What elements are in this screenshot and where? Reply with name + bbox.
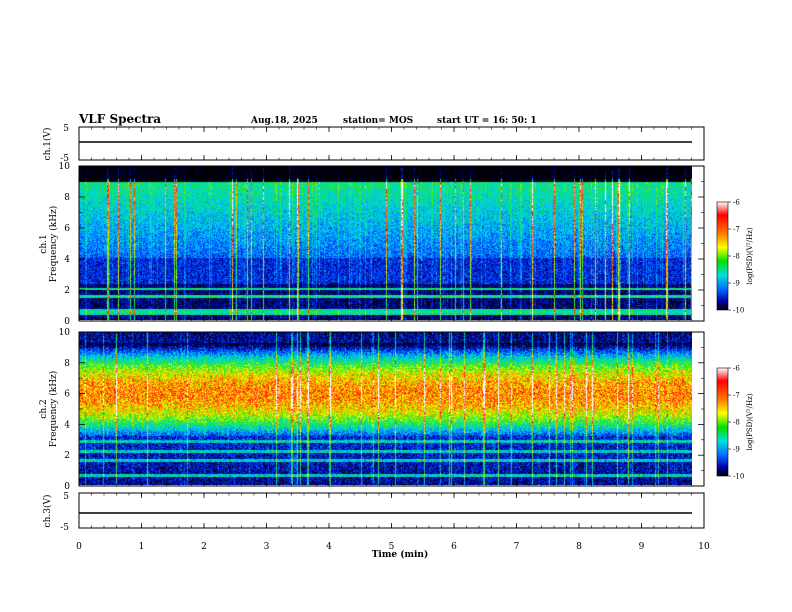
- ch1-ytick-bottom: -5: [60, 154, 69, 164]
- station-label: station= MOS: [343, 116, 413, 126]
- ch3-ytick-bottom: -5: [60, 523, 69, 533]
- ch2-channel-label: ch.2: [39, 399, 49, 418]
- x-tick-label: 10: [698, 542, 710, 552]
- ch2-spectrogram-image: [79, 332, 692, 485]
- ch1-colorbar-gradient: [717, 202, 728, 310]
- ch1-ylabel: ch.1(V): [42, 128, 53, 161]
- y-tick-label: 0: [64, 317, 70, 327]
- x-tick-label: 3: [264, 542, 270, 552]
- ch1-channel-label: ch.1: [39, 234, 49, 253]
- x-tick-label: 9: [639, 542, 645, 552]
- y-tick-label: 6: [64, 390, 70, 400]
- ch1-colorbar-ticks: -6 -7 -8 -9 -10: [728, 199, 744, 315]
- colorbar-tick-label: -6: [733, 365, 740, 373]
- ch1-colorbar: -6 -7 -8 -9 -10 log(PSD)(V²/Hz): [716, 199, 754, 315]
- time-axis: 0 1 2 3 4 5 6 7 8 9 10: [76, 127, 710, 552]
- ch2-colorbar: -6 -7 -8 -9 -10 log(PSD)(V²/Hz): [716, 365, 754, 481]
- ch3-ytick-top: 5: [63, 492, 69, 502]
- ch2-freq-axis-label: Frequency (kHz): [48, 371, 59, 448]
- x-tick-label: 4: [326, 542, 332, 552]
- x-tick-label: 7: [514, 542, 520, 552]
- colorbar-tick-label: -10: [733, 307, 744, 315]
- ch2-freq-ticks: 0 2 4 6 8 10: [59, 328, 704, 492]
- colorbar-tick-label: -8: [733, 419, 740, 427]
- ch2-colorbar-gradient: [717, 368, 728, 476]
- colorbar-tick-label: -9: [733, 446, 740, 454]
- y-tick-label: 10: [59, 328, 71, 338]
- ch1-spectrogram-panel: 0 2 4 6 8 10 ch.1 Frequency (kHz): [39, 162, 705, 327]
- ch2-colorbar-ticks: -6 -7 -8 -9 -10: [728, 365, 744, 481]
- colorbar-tick-label: -8: [733, 253, 740, 261]
- figure-title: VLF Spectra: [78, 112, 161, 126]
- x-tick-label: 0: [76, 542, 82, 552]
- y-tick-label: 8: [64, 193, 70, 203]
- colorbar-tick-label: -9: [733, 280, 740, 288]
- ch2-spectrogram-panel: 0 2 4 6 8 10 ch.2 Frequency (kHz): [39, 328, 705, 492]
- colorbar-tick-label: -7: [733, 392, 740, 400]
- x-tick-label: 6: [451, 542, 457, 552]
- ch1-spectrogram-image: [79, 166, 692, 320]
- ch2-colorbar-label: log(PSD)(V²/Hz): [746, 393, 754, 450]
- x-tick-label: 8: [576, 542, 582, 552]
- time-axis-label: Time (min): [372, 549, 429, 560]
- y-tick-label: 2: [64, 451, 70, 461]
- colorbar-tick-label: -6: [733, 199, 740, 207]
- y-tick-label: 2: [64, 286, 70, 296]
- ch1-colorbar-label: log(PSD)(V²/Hz): [746, 227, 754, 284]
- colorbar-tick-label: -10: [733, 473, 744, 481]
- start-time-label: start UT = 16: 50: 1: [437, 116, 537, 126]
- y-tick-label: 4: [64, 420, 70, 430]
- x-tick-label: 5: [389, 542, 395, 552]
- ch3-ylabel: ch.3(V): [42, 495, 53, 528]
- date-label: Aug.18, 2025: [250, 116, 318, 126]
- y-tick-label: 0: [64, 482, 70, 492]
- x-tick-label: 2: [201, 542, 207, 552]
- y-tick-label: 4: [64, 255, 70, 265]
- ch3-panel-frame: [78, 492, 705, 529]
- ch1-freq-axis-label: Frequency (kHz): [48, 206, 59, 283]
- colorbar-tick-label: -7: [733, 226, 740, 234]
- y-tick-label: 8: [64, 359, 70, 369]
- y-tick-label: 10: [59, 162, 71, 172]
- x-tick-label: 1: [139, 542, 145, 552]
- y-tick-label: 6: [64, 224, 70, 234]
- ch1-freq-ticks: 0 2 4 6 8 10: [59, 162, 704, 327]
- ch1-ytick-top: 5: [63, 124, 69, 134]
